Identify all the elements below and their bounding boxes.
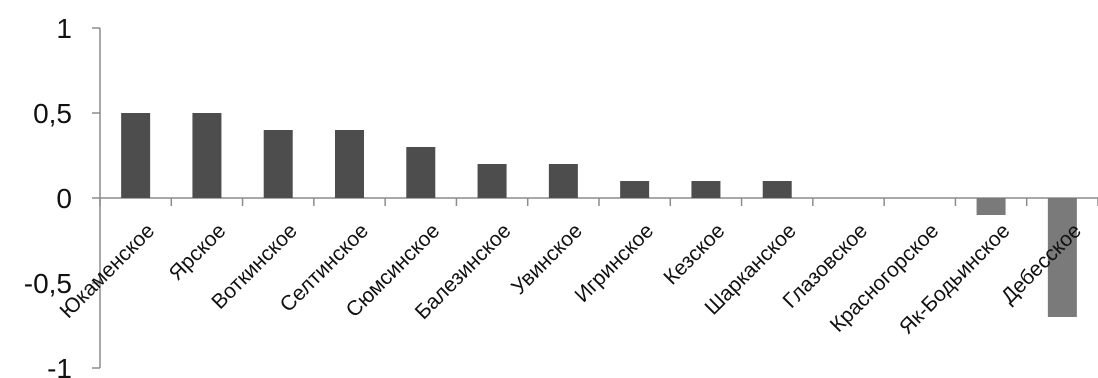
bar (335, 130, 364, 198)
y-tick-label: 0 (56, 183, 72, 214)
y-tick-label: -0,5 (24, 268, 72, 299)
y-tick-label: 0,5 (33, 98, 72, 129)
bar (121, 113, 151, 198)
bar (263, 130, 293, 198)
category-label: Ярское (165, 219, 231, 285)
axes (92, 27, 1098, 369)
bar (976, 198, 1006, 215)
y-tick-labels: 1 0,5 0 -0,5 -1 (24, 13, 72, 378)
category-labels: Юкаменское ЯрскоеВоткинскоеСелтинскоеСюмс… (56, 219, 1086, 339)
bar (1047, 198, 1077, 317)
bar (620, 181, 650, 198)
bar (548, 164, 578, 198)
bars (121, 113, 1077, 317)
bar (691, 181, 721, 198)
bar (477, 164, 507, 198)
bar (406, 147, 436, 198)
category-label: Кезское (659, 219, 729, 289)
bar (762, 181, 792, 198)
bar (192, 113, 222, 198)
y-tick-label: -1 (47, 353, 72, 378)
y-tick-label: 1 (56, 13, 72, 44)
